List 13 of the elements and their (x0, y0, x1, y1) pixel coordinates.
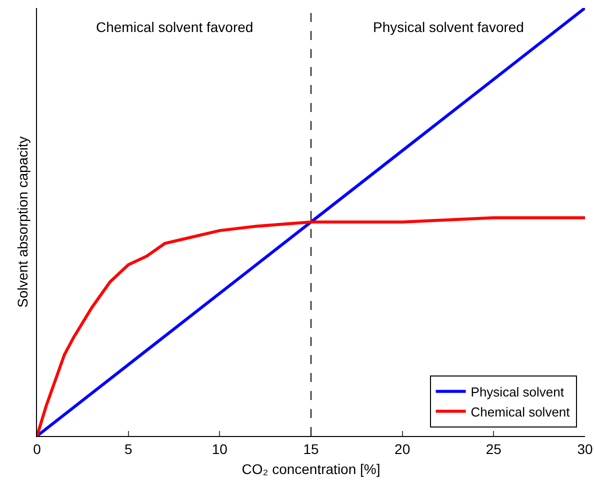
legend-label: Physical solvent (470, 384, 564, 400)
annotation: Chemical solvent favored (96, 19, 254, 35)
x-tick-label: 0 (33, 440, 42, 457)
y-axis-title: Solvent absorption capacity (14, 136, 31, 308)
x-tick-label: 30 (577, 440, 593, 457)
x-tick-label: 10 (212, 440, 228, 457)
x-tick-label: 20 (394, 440, 410, 457)
annotation: Physical solvent favored (373, 19, 524, 35)
x-tick-label: 5 (124, 440, 132, 457)
x-tick-label: 25 (486, 440, 502, 457)
x-tick-label: 15 (303, 440, 319, 457)
legend-label: Chemical solvent (470, 404, 570, 420)
x-axis-title: CO₂ concentration [%] (242, 461, 380, 478)
